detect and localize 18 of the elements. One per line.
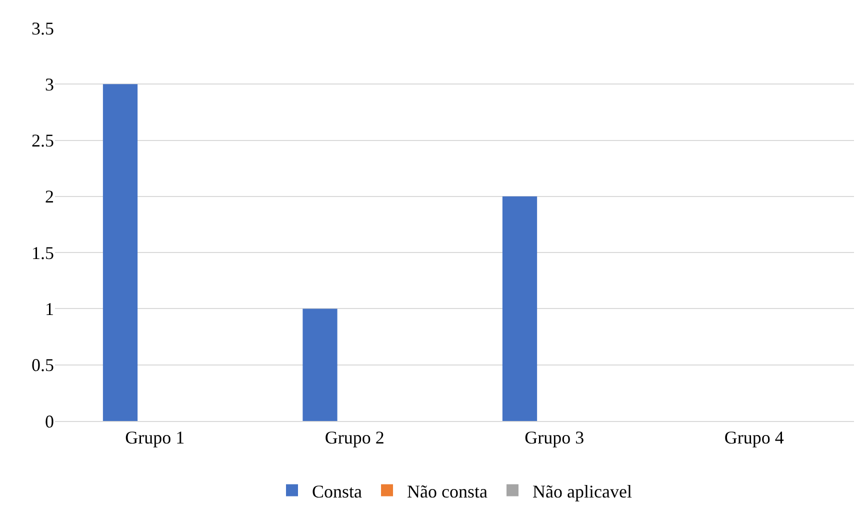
y-tick-label: 1 — [45, 299, 54, 320]
legend-label: Não consta — [407, 481, 488, 502]
y-tick-label: 3 — [45, 74, 54, 94]
y-tick-label: 3.5 — [32, 18, 54, 38]
x-tick-label: Grupo 3 — [524, 428, 584, 448]
y-tick-label: 0 — [45, 411, 54, 432]
y-tick-label: 0.5 — [32, 355, 54, 376]
y-tick-label: 2 — [45, 186, 54, 207]
x-tick-label: Grupo 1 — [125, 428, 185, 448]
y-tick-label: 2.5 — [32, 130, 54, 151]
x-tick-label: Grupo 4 — [724, 428, 784, 448]
x-tick-label: Grupo 2 — [324, 428, 384, 448]
legend-label: Consta — [312, 481, 362, 502]
bar — [302, 308, 338, 421]
bar — [102, 84, 138, 421]
bar — [502, 196, 538, 421]
legend-label: Não aplicavel — [532, 481, 632, 502]
y-tick-label: 1.5 — [32, 242, 54, 263]
